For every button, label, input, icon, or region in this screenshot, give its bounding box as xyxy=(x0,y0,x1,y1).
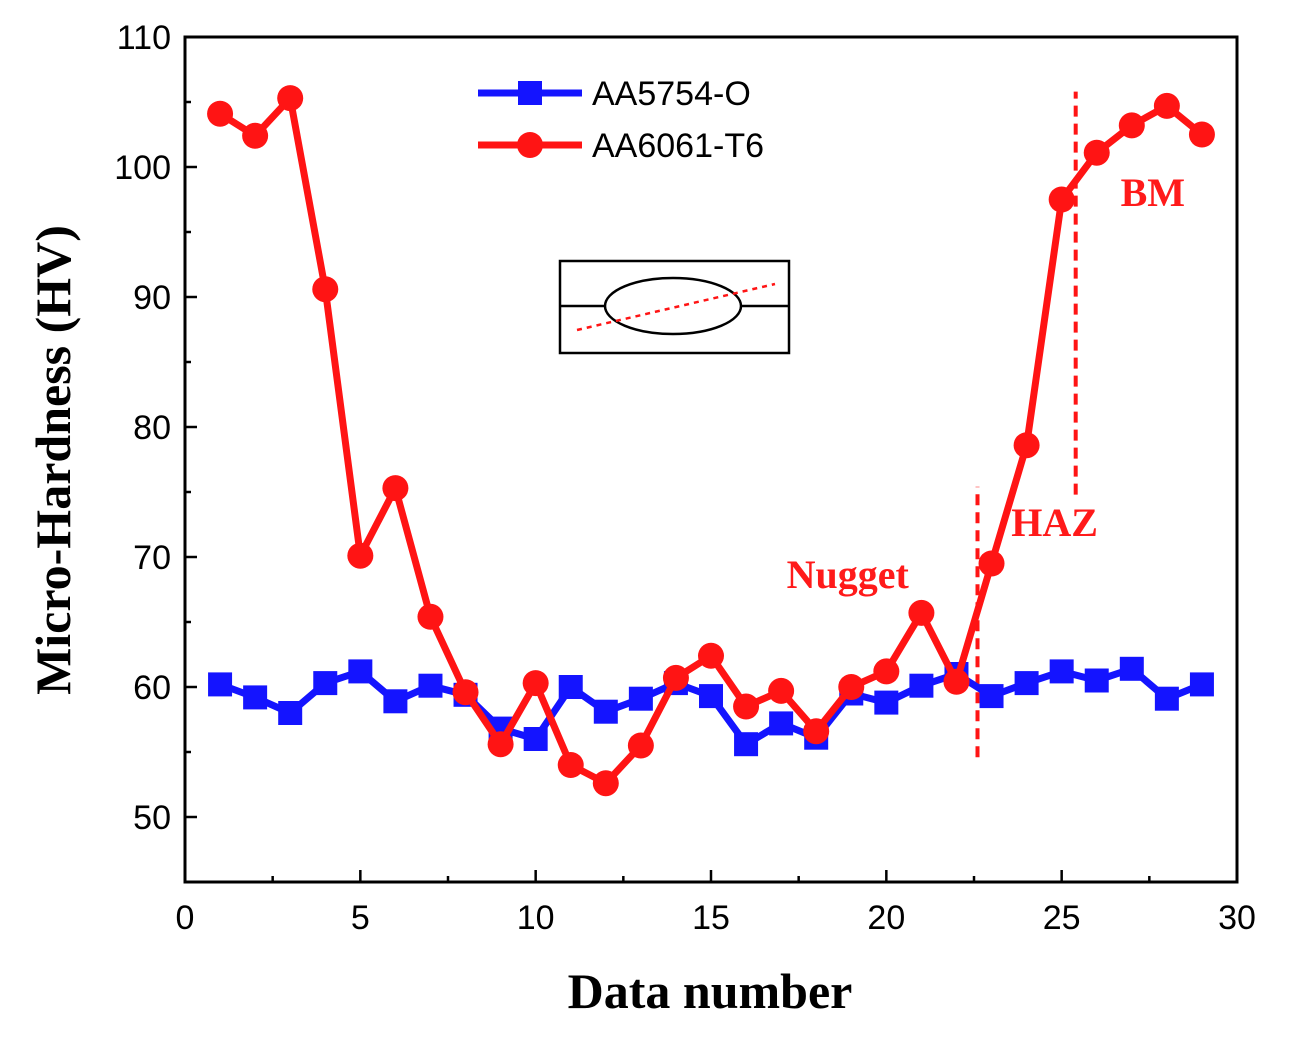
series-aa5754-o xyxy=(208,656,1214,757)
data-point xyxy=(734,732,759,757)
legend-marker-aa6061 xyxy=(517,132,543,158)
data-point xyxy=(979,684,1004,709)
data-point xyxy=(838,674,865,700)
x-tick-label-20: 20 xyxy=(867,899,905,937)
data-point xyxy=(417,603,444,630)
data-point xyxy=(452,679,479,706)
y-tick-label-80: 80 xyxy=(133,409,171,447)
series-layer xyxy=(207,85,1215,797)
data-point xyxy=(313,671,338,696)
data-point xyxy=(243,685,268,710)
y-tick-label-70: 70 xyxy=(133,539,171,577)
legend-marker-aa5754 xyxy=(518,81,542,105)
data-point xyxy=(1048,186,1075,213)
y-tick-label-60: 60 xyxy=(133,669,171,707)
x-tick-label-25: 25 xyxy=(1043,899,1081,937)
data-point xyxy=(909,673,934,698)
data-point xyxy=(874,690,899,715)
data-point xyxy=(1189,672,1214,697)
data-point xyxy=(592,770,619,797)
series-aa6061-t6 xyxy=(207,85,1215,797)
data-point xyxy=(418,673,443,698)
data-point xyxy=(769,711,794,736)
data-point xyxy=(348,659,373,684)
data-point xyxy=(207,100,234,127)
data-point xyxy=(978,550,1005,577)
data-point xyxy=(628,686,653,711)
data-point xyxy=(1119,656,1144,681)
data-point xyxy=(1014,671,1039,696)
data-point xyxy=(908,599,935,626)
legend-label-aa6061: AA6061-T6 xyxy=(592,127,764,165)
y-tick-label-100: 100 xyxy=(114,149,171,187)
annotations-layer: Nugget HAZ BM xyxy=(787,170,1185,597)
y-axis-title: Micro-Hardness (HV) xyxy=(25,225,81,695)
data-point xyxy=(1188,121,1215,148)
annotation-haz: HAZ xyxy=(1011,500,1098,545)
x-axis-title: Data number xyxy=(568,963,853,1019)
data-point xyxy=(1154,686,1179,711)
annotation-nugget: Nugget xyxy=(787,552,910,597)
data-point xyxy=(1013,432,1040,459)
data-point xyxy=(277,85,304,112)
data-point xyxy=(662,664,689,691)
axes-layer: 0 5 10 15 20 25 30 50 60 70 80 90 100 110 xyxy=(114,19,1256,937)
y-tick-label-110: 110 xyxy=(117,19,171,57)
weld-cross-section-schematic-icon xyxy=(558,259,791,355)
data-point xyxy=(208,672,233,697)
data-point xyxy=(1083,139,1110,166)
data-point xyxy=(312,276,339,303)
data-point xyxy=(699,684,723,709)
data-point xyxy=(383,689,408,714)
data-point xyxy=(557,752,584,778)
x-tick-label-30: 30 xyxy=(1218,899,1256,937)
data-point xyxy=(487,731,514,758)
legend-label-aa5754: AA5754-O xyxy=(592,75,751,113)
data-point xyxy=(278,701,303,725)
data-point xyxy=(943,668,970,695)
data-point xyxy=(873,658,900,685)
annotation-bm: BM xyxy=(1121,170,1185,215)
data-point xyxy=(523,727,548,751)
data-point xyxy=(627,732,654,759)
data-point xyxy=(558,675,583,699)
data-point xyxy=(1049,659,1074,684)
data-point xyxy=(242,122,269,149)
data-point xyxy=(698,642,724,669)
data-point xyxy=(1153,92,1180,119)
data-point xyxy=(768,677,795,704)
data-point xyxy=(347,542,374,569)
data-point xyxy=(1118,112,1145,139)
data-point xyxy=(382,475,409,502)
x-tick-label-5: 5 xyxy=(351,899,370,937)
data-point xyxy=(593,699,618,724)
data-point xyxy=(522,670,549,697)
legend: AA5754-O AA6061-T6 xyxy=(478,75,764,165)
y-tick-label-90: 90 xyxy=(133,279,171,317)
data-point xyxy=(803,718,830,745)
x-tick-label-0: 0 xyxy=(176,899,195,937)
y-tick-label-50: 50 xyxy=(133,799,171,837)
data-point xyxy=(1084,668,1109,693)
data-point xyxy=(733,693,760,720)
x-tick-label-10: 10 xyxy=(517,899,555,937)
x-tick-label-15: 15 xyxy=(692,899,730,937)
